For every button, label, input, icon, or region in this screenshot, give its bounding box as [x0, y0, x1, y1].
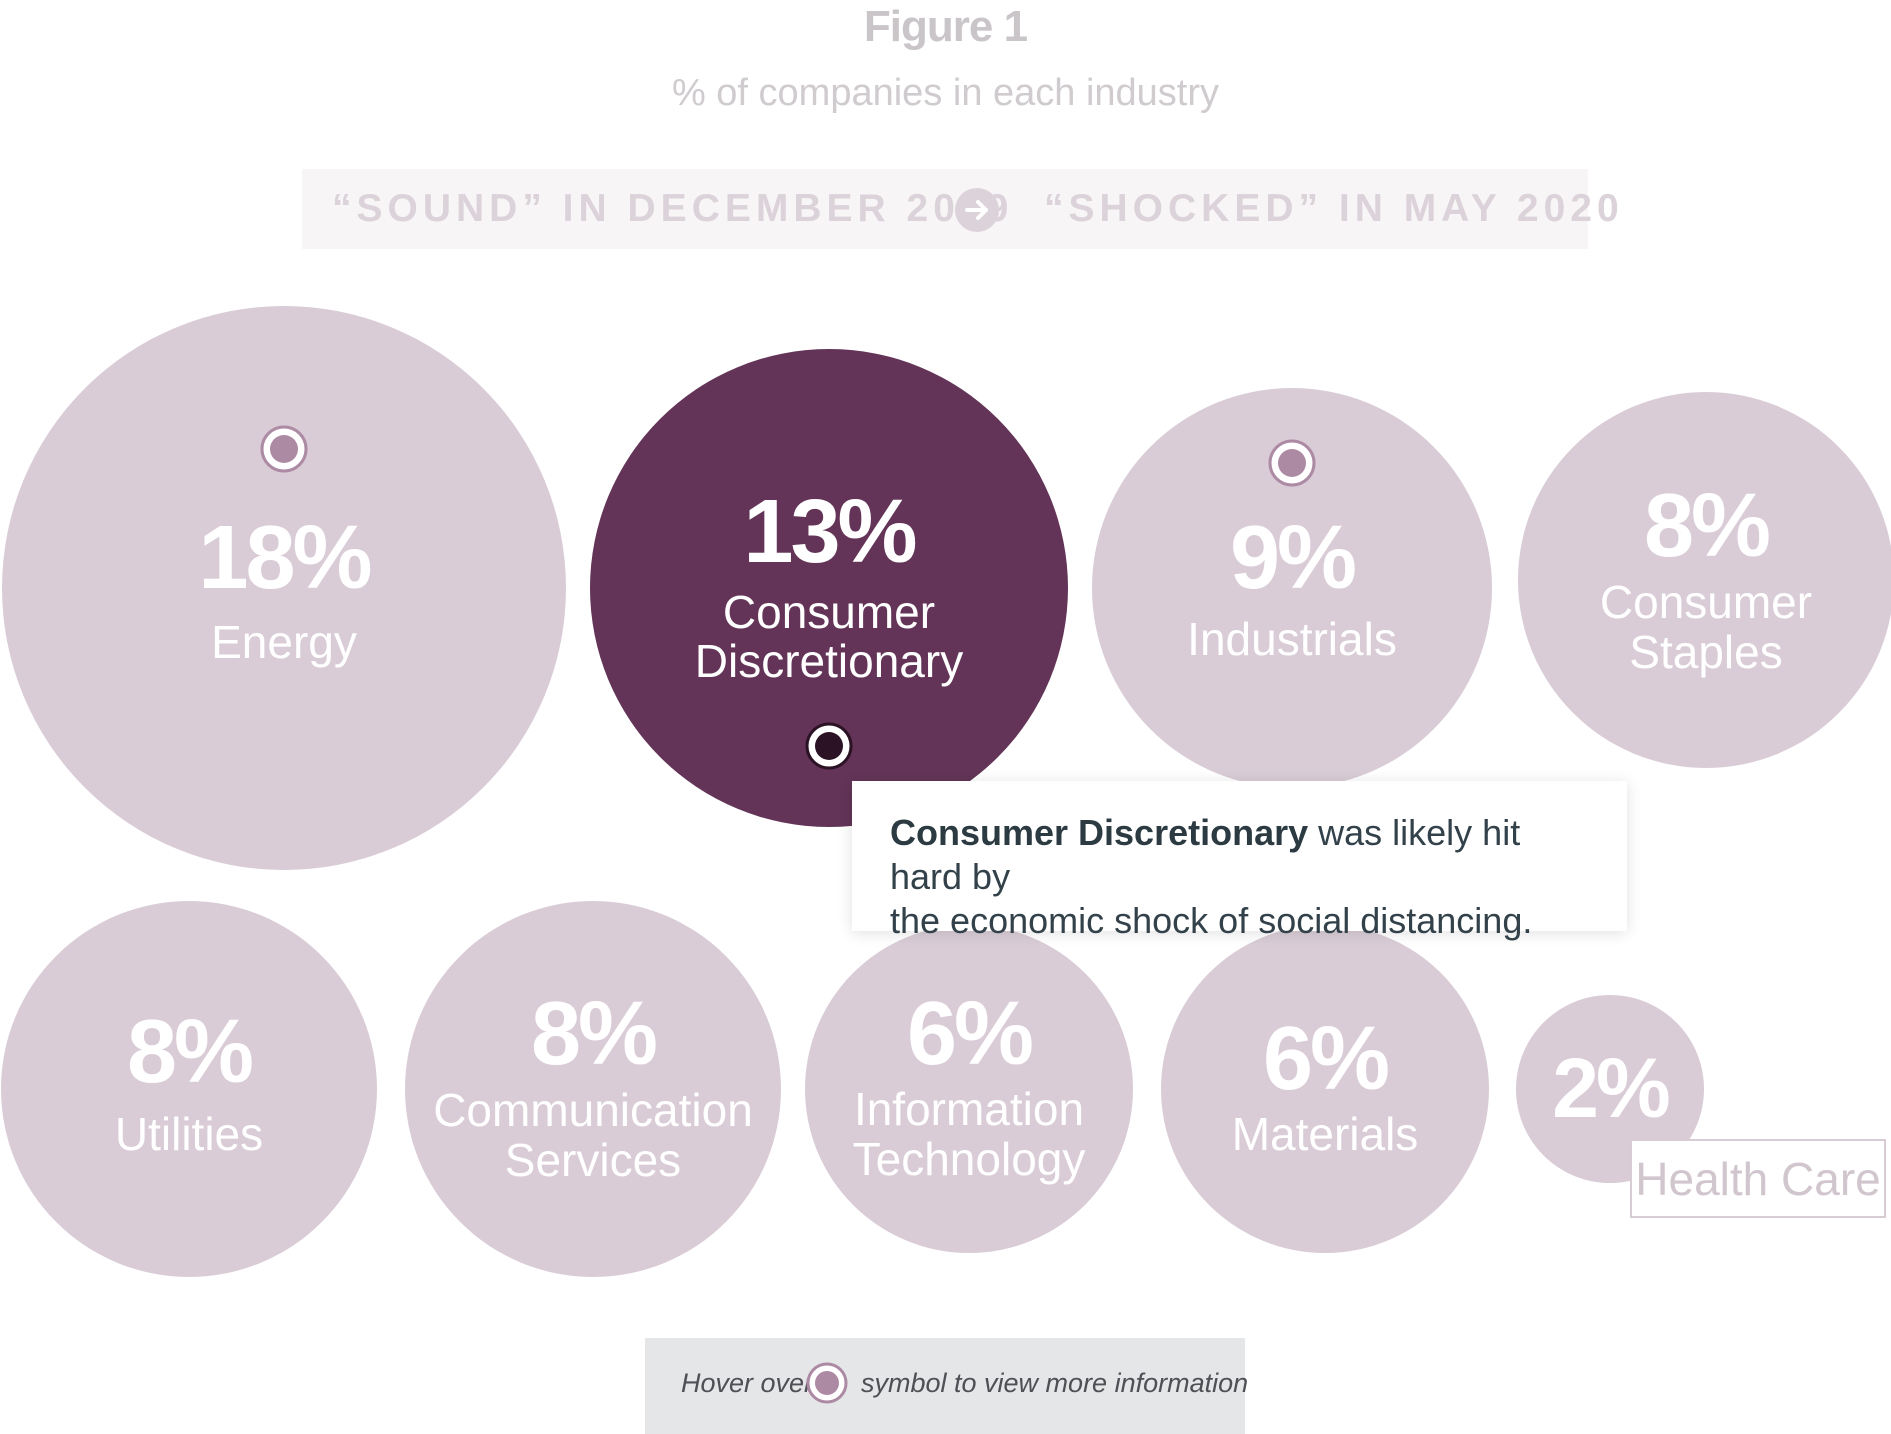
- tooltip-title: Consumer Discretionary: [890, 812, 1309, 853]
- info-target-icon: [806, 1362, 848, 1404]
- bubble-circle: [1161, 925, 1489, 1253]
- info-target-icon[interactable]: [1268, 439, 1316, 487]
- tooltip-text-2: the economic shock of social distancing.: [890, 900, 1533, 941]
- bubble-category-label: Technology: [853, 1133, 1086, 1185]
- bubble-category-label: Industrials: [1187, 613, 1397, 665]
- bubble-circle: [805, 925, 1133, 1253]
- hint-text-after: symbol to view more information: [861, 1368, 1249, 1398]
- figure-title: Figure 1: [863, 2, 1028, 51]
- banner-left-label: “SOUND” IN DECEMBER 2019: [332, 187, 1014, 230]
- bubble-value-label: 18%: [198, 508, 370, 608]
- bubble-circle: [1516, 995, 1704, 1183]
- bubble-circle: [1518, 392, 1891, 768]
- info-target-icon[interactable]: [260, 425, 308, 473]
- figure-subtitle: % of companies in each industry: [671, 72, 1220, 114]
- tooltip-text-1: was likely hit hard by: [890, 812, 1521, 897]
- bubble-category-label: Services: [505, 1134, 681, 1186]
- bubble-value-label: 2%: [1552, 1041, 1669, 1135]
- bubble-circle: [1092, 388, 1492, 788]
- bubble-category-label: Materials: [1232, 1108, 1419, 1160]
- hint-text-before: Hover over: [681, 1368, 814, 1398]
- bubble-health-care: 2%: [1516, 995, 1704, 1183]
- bubble-value-label: 6%: [907, 984, 1032, 1084]
- bubble-industrials: 9%Industrials: [1092, 388, 1492, 788]
- health-care-label-box: [1630, 1139, 1886, 1218]
- bubble-category-label: Communication: [433, 1084, 753, 1136]
- bubble-category-label: Staples: [1629, 626, 1782, 678]
- info-target-dot: [1278, 449, 1306, 477]
- info-tooltip: Consumer Discretionary was likely hit ha…: [852, 781, 1627, 941]
- bubble-circle: [590, 349, 1068, 827]
- hover-hint: Hover over symbol to view more informati…: [645, 1338, 1249, 1434]
- info-target-dot: [815, 732, 843, 760]
- bubble-value-label: 8%: [1644, 476, 1769, 576]
- bubble-category-label: Discretionary: [695, 635, 963, 687]
- bubble-value-label: 9%: [1230, 508, 1355, 608]
- info-target-dot: [270, 435, 298, 463]
- bubble-value-label: 8%: [531, 984, 656, 1084]
- bubble-category-label: Consumer: [1600, 576, 1812, 628]
- bubble-circle: [1, 901, 377, 1277]
- bubble-circle: [2, 306, 566, 870]
- bubble-category-label: Utilities: [115, 1108, 263, 1160]
- bubble-value-label: 8%: [127, 1002, 252, 1102]
- bubble-category-label: Information: [854, 1083, 1084, 1135]
- bubble-label-health-care: Health Care: [1635, 1153, 1881, 1205]
- arrow-right-icon: [955, 188, 999, 232]
- bubble-materials: 6%Materials: [1161, 925, 1489, 1253]
- bubble-category-label: Consumer: [723, 586, 935, 638]
- info-target-icon[interactable]: [805, 722, 853, 770]
- period-banner: “SOUND” IN DECEMBER 2019 “SHOCKED” IN MA…: [302, 169, 1619, 249]
- bubble-energy: 18% Energy: [2, 306, 566, 870]
- bubble-utilities: 8% Utilities: [1, 901, 377, 1277]
- bubble-value-label: 13%: [743, 482, 915, 582]
- bubble-circle: [405, 901, 781, 1277]
- bubble-category-label: Energy: [211, 616, 357, 668]
- banner-right-label: “SHOCKED” IN MAY 2020: [1044, 187, 1624, 230]
- bubble-value-label: 6%: [1263, 1009, 1388, 1109]
